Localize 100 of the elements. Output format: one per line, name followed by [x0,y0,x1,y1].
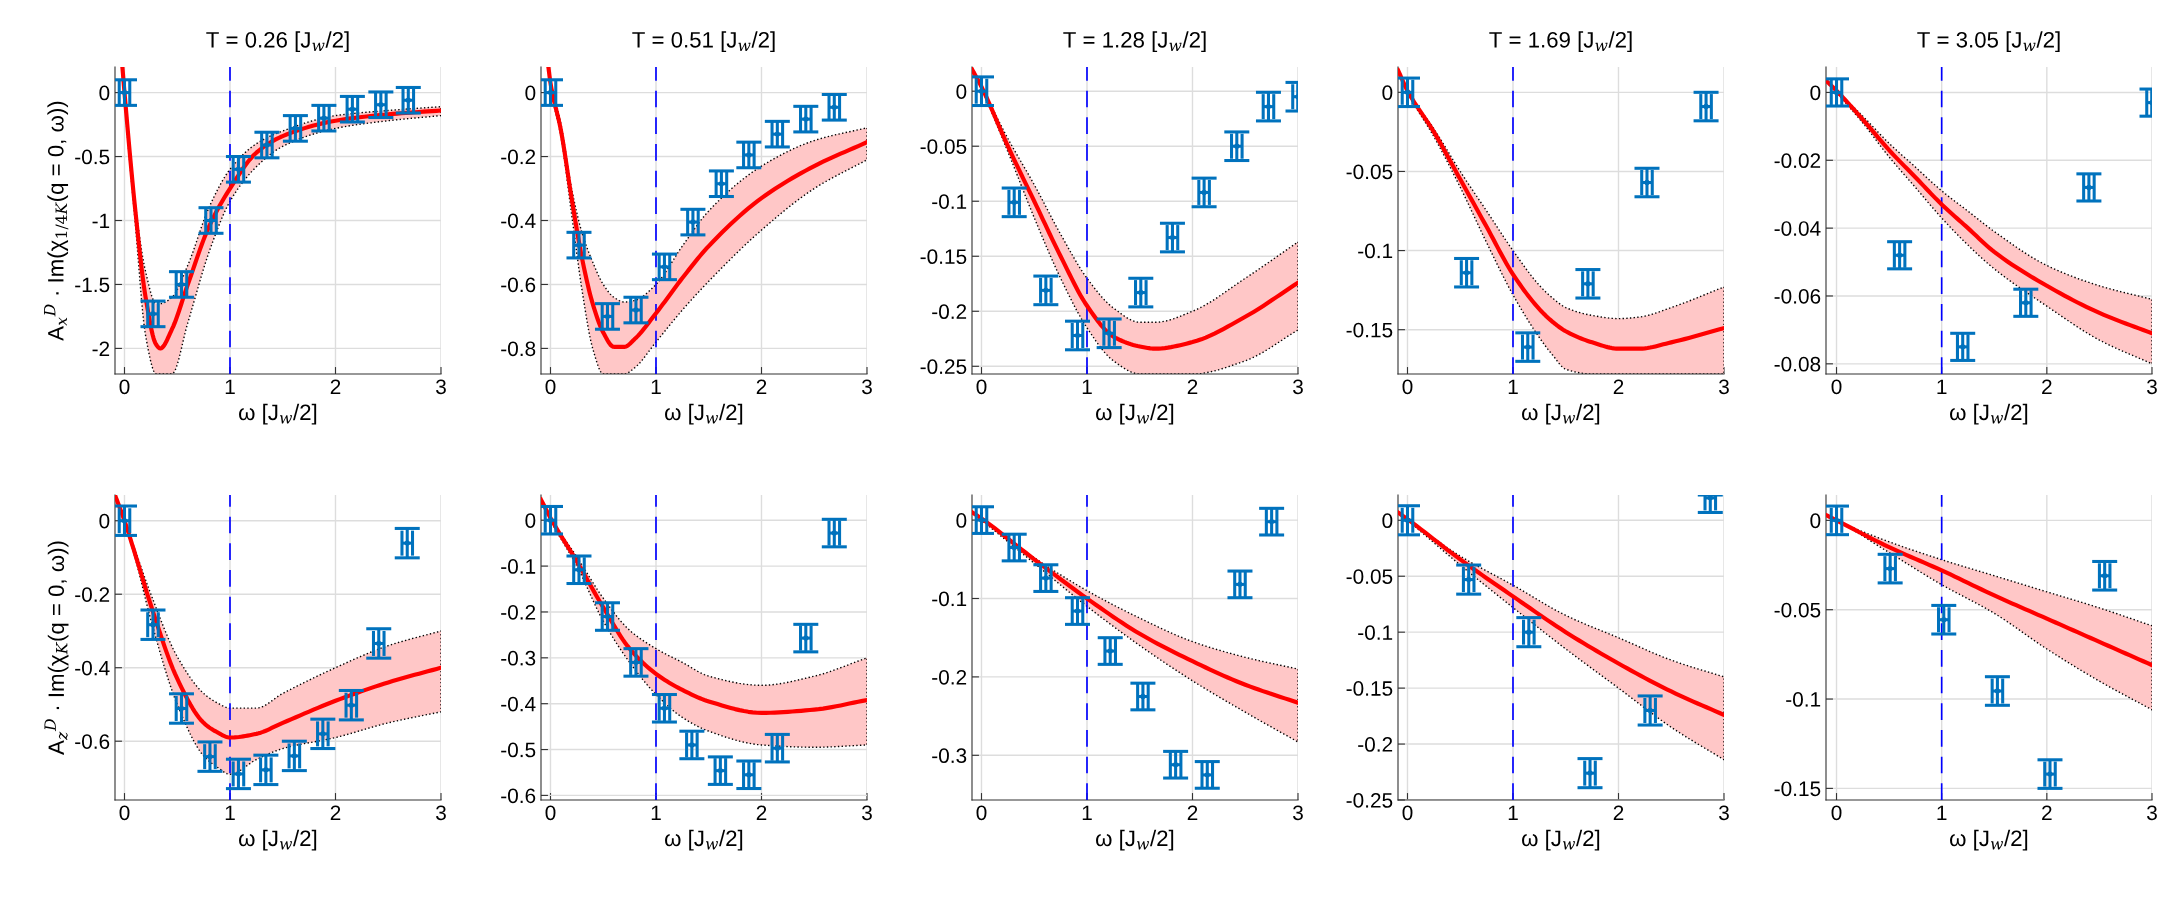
x-axis-title: ω [J$_{w}$/2] [239,829,317,851]
chart-title: T = 1.69 [J$_{w}$/2] [1489,31,1632,53]
x-tick-label: 2 [330,805,341,820]
y-tick-label: -0.02 [1774,153,1821,169]
y-tick-label: -0.6 [501,788,536,804]
y-tick-label: -0.15 [920,249,967,265]
x-axis-title: ω [J$_{w}$/2] [665,829,743,851]
x-tick-label: 2 [2042,805,2052,820]
y-tick-label: 0 [1382,85,1393,101]
y-tick-label: -0.06 [1774,288,1821,304]
y-tick-label: -0.25 [1346,793,1393,808]
y-tick-label: -0.1 [932,194,967,209]
y-tick-label: -0.15 [1346,322,1393,338]
x-tick-label: 0 [1831,379,1842,395]
x-tick-label: 0 [1831,805,1842,821]
x-tick-label: 3 [1719,379,1729,395]
x-axis-title: ω [J$_{w}$/2] [1950,829,2028,851]
y-tick-label: -0.3 [501,650,536,666]
y-tick-label: 0 [1810,513,1821,529]
x-tick-label: 2 [756,805,767,820]
y-tick-label: 0 [99,85,110,101]
x-tick-label: 1 [1937,379,1947,394]
y-tick-label: -0.05 [1346,569,1393,584]
y-tick-label: 0 [956,84,967,99]
x-tick-label: 0 [976,379,987,395]
x-tick-label: 1 [651,379,661,394]
x-axis-title: ω [J$_{w}$/2] [1096,403,1174,425]
y-tick-label: -0.4 [501,213,536,229]
x-tick-label: 0 [119,379,130,395]
y-tick-label: -0.2 [501,149,536,165]
x-tick-label: 2 [2042,379,2052,394]
x-tick-label: 0 [1402,805,1413,821]
y-tick-label: -0.25 [920,359,967,375]
x-tick-label: 1 [1508,805,1518,820]
x-tick-label: 1 [1508,379,1518,394]
x-axis-title: ω [J$_{w}$/2] [665,403,743,425]
y-tick-label: -0.05 [920,139,967,154]
x-tick-label: 0 [545,379,556,395]
chart-title: T = 1.28 [J$_{w}$/2] [1063,31,1206,53]
x-tick-label: 3 [1719,805,1729,821]
x-axis-title: ω [J$_{w}$/2] [1522,403,1600,425]
x-tick-label: 3 [862,379,872,395]
x-axis-title: ω [J$_{w}$/2] [1522,829,1600,851]
y-tick-label: 0 [525,513,536,528]
x-tick-label: 2 [330,379,341,394]
x-tick-label: 3 [2147,379,2157,395]
y-tick-label: -0.2 [501,604,536,620]
y-tick-label: -0.1 [932,591,967,607]
x-tick-label: 1 [225,379,235,394]
y-tick-label: 0 [1810,85,1821,101]
x-tick-label: 1 [1937,805,1947,820]
chart-title: T = 3.05 [J$_{w}$/2] [1917,31,2060,53]
y-tick-label: -0.4 [501,696,536,712]
y-tick-label: -0.04 [1774,221,1821,236]
y-tick-label: -0.2 [75,587,110,602]
x-tick-label: 0 [1402,379,1413,395]
x-tick-label: 3 [1293,805,1303,821]
x-axis-title: ω [J$_{w}$/2] [1950,403,2028,425]
x-axis-title: ω [J$_{w}$/2] [239,403,317,425]
y-axis-title: A$_{x}$$^{D}$ · Im(χ$_{1/4K}$(q = 0, ω)) [44,101,69,341]
x-tick-label: 3 [436,379,446,395]
y-tick-label: -0.6 [75,734,110,749]
x-tick-label: 0 [119,805,130,821]
x-tick-label: 0 [976,805,987,821]
x-tick-label: 3 [862,805,872,821]
y-tick-label: -0.08 [1774,356,1821,372]
y-tick-label: -0.8 [501,341,536,357]
y-tick-label: -0.1 [1786,692,1821,707]
y-tick-label: -0.05 [1346,164,1393,180]
y-tick-label: -0.2 [932,304,967,320]
y-tick-label: 0 [1382,513,1393,529]
x-axis-title: ω [J$_{w}$/2] [1096,829,1174,851]
x-tick-label: 1 [1082,379,1092,394]
y-tick-label: -0.1 [1358,243,1393,259]
chart-title: T = 0.51 [J$_{w}$/2] [632,31,775,53]
x-tick-label: 1 [225,805,235,820]
y-tick-label: -0.15 [1774,781,1821,797]
y-tick-label: -2 [92,341,110,356]
y-tick-label: -0.15 [1346,681,1393,696]
y-tick-label: 0 [956,513,967,528]
y-tick-label: -0.5 [501,742,536,758]
x-tick-label: 3 [2147,805,2157,821]
y-tick-label: -0.2 [1358,737,1393,752]
x-tick-label: 3 [436,805,446,821]
y-tick-label: 0 [525,85,536,101]
x-tick-label: 3 [1293,379,1303,395]
x-tick-label: 0 [545,805,556,821]
y-tick-label: -0.2 [932,669,967,685]
y-tick-label: -0.1 [501,559,536,574]
x-tick-label: 2 [1187,379,1198,394]
y-tick-label: -1 [92,213,110,229]
y-tick-label: -0.1 [1358,625,1393,640]
x-tick-label: 1 [1082,805,1092,820]
y-axis-title: A$_{z}$$^{D}$ · Im(χ$_{K}$(q = 0, ω)) [44,541,69,755]
y-tick-label: -0.5 [75,149,110,165]
y-tick-label: 0 [99,513,110,529]
x-tick-label: 2 [1187,805,1198,820]
y-tick-label: -0.6 [501,277,536,293]
y-tick-label: -0.4 [75,660,110,676]
x-tick-label: 2 [1613,379,1624,394]
